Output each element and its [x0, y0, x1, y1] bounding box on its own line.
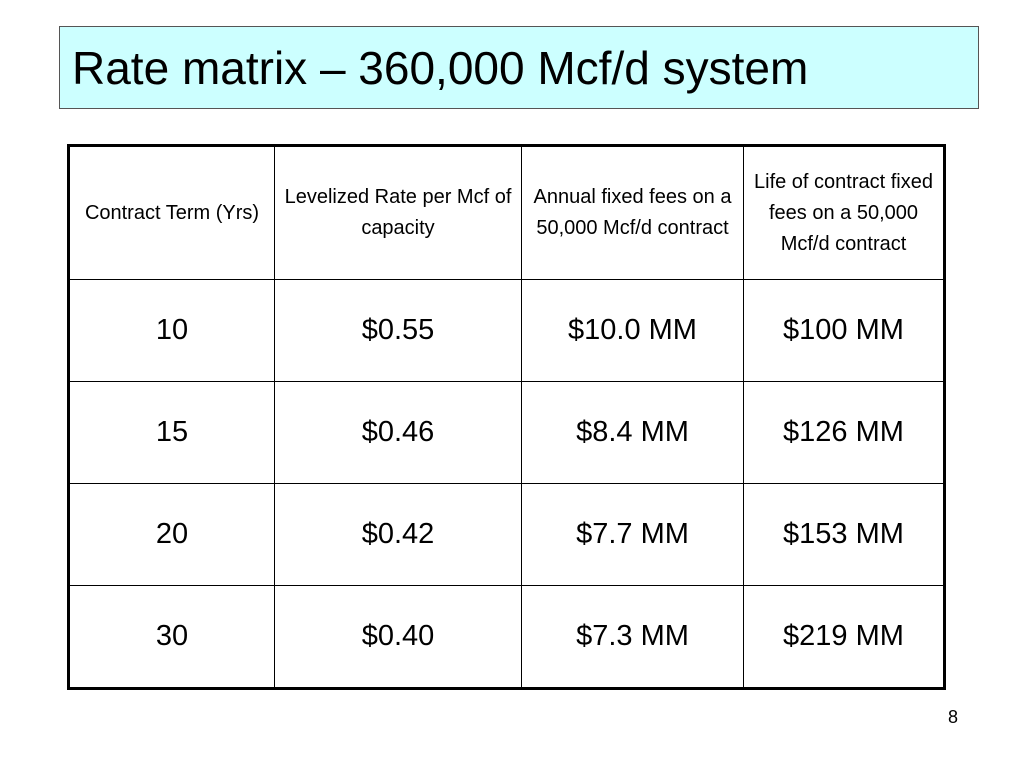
cell-life-of-contract-fees: $153 MM: [743, 483, 945, 586]
header-contract-term: Contract Term (Yrs): [68, 145, 275, 280]
cell-levelized-rate: $0.55: [274, 279, 522, 382]
page-number: 8: [948, 707, 959, 727]
cell-annual-fixed-fees: $7.7 MM: [521, 483, 744, 586]
cell-contract-term: 20: [68, 483, 275, 586]
rate-matrix-table: Contract Term (Yrs) Levelized Rate per M…: [67, 144, 946, 690]
table-row: 15 $0.46 $8.4 MM $126 MM: [68, 381, 945, 484]
slide-title-box: Rate matrix – 360,000 Mcf/d system: [59, 26, 979, 109]
cell-levelized-rate: $0.40: [274, 585, 522, 689]
table-row: 20 $0.42 $7.7 MM $153 MM: [68, 483, 945, 586]
cell-life-of-contract-fees: $219 MM: [743, 585, 945, 689]
cell-levelized-rate: $0.46: [274, 381, 522, 484]
cell-levelized-rate: $0.42: [274, 483, 522, 586]
cell-contract-term: 10: [68, 279, 275, 382]
header-annual-fixed-fees: Annual fixed fees on a 50,000 Mcf/d cont…: [521, 145, 744, 280]
cell-contract-term: 30: [68, 585, 275, 689]
cell-annual-fixed-fees: $8.4 MM: [521, 381, 744, 484]
cell-life-of-contract-fees: $126 MM: [743, 381, 945, 484]
cell-life-of-contract-fees: $100 MM: [743, 279, 945, 382]
table-row: 10 $0.55 $10.0 MM $100 MM: [68, 279, 945, 382]
slide-title: Rate matrix – 360,000 Mcf/d system: [72, 41, 809, 94]
table-row: 30 $0.40 $7.3 MM $219 MM: [68, 585, 945, 689]
header-levelized-rate: Levelized Rate per Mcf of capacity: [274, 145, 522, 280]
cell-annual-fixed-fees: $7.3 MM: [521, 585, 744, 689]
header-life-of-contract-fees: Life of contract fixed fees on a 50,000 …: [743, 145, 945, 280]
table-header-row: Contract Term (Yrs) Levelized Rate per M…: [68, 145, 945, 280]
cell-annual-fixed-fees: $10.0 MM: [521, 279, 744, 382]
cell-contract-term: 15: [68, 381, 275, 484]
